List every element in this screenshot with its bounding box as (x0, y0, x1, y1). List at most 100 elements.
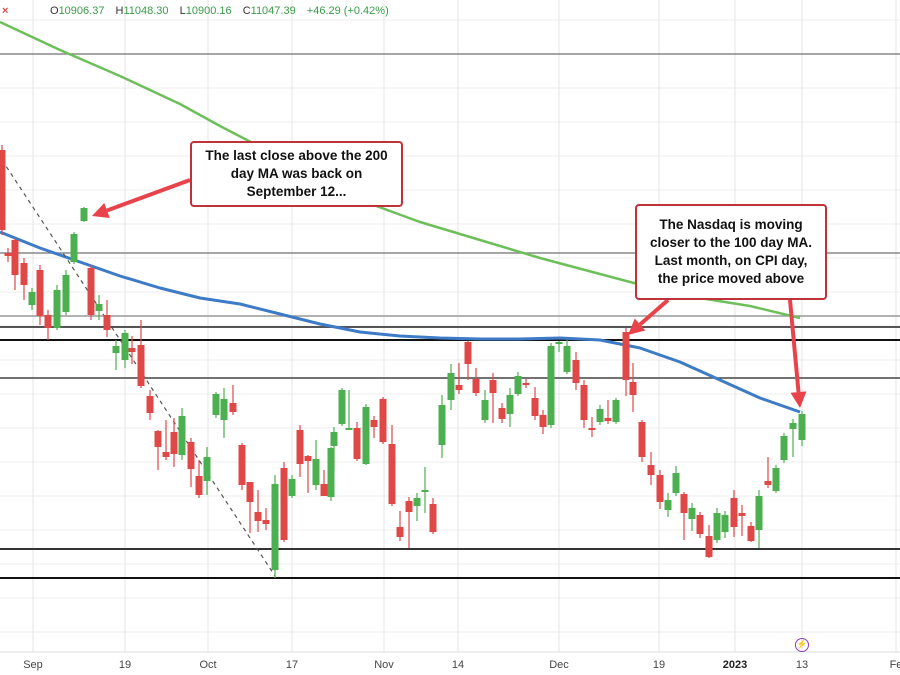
candle (772, 465, 780, 493)
candle (429, 498, 437, 534)
candle (212, 392, 220, 418)
candle-body (555, 342, 563, 344)
candle-body (238, 445, 246, 485)
candle-body (11, 240, 19, 275)
candle (353, 422, 361, 461)
candle (447, 364, 455, 410)
candle-body (705, 536, 713, 557)
annotation-arrows (92, 178, 807, 408)
candle (112, 340, 120, 370)
candle (612, 398, 620, 424)
candle (162, 420, 170, 460)
candle-body (789, 423, 797, 429)
candle-body (70, 234, 78, 262)
candle (531, 387, 539, 420)
close-icon[interactable]: × (2, 5, 9, 17)
candle-body (680, 494, 688, 513)
candle (438, 395, 446, 458)
candle-body (531, 398, 539, 416)
open-value: 10906.37 (58, 5, 105, 17)
candle (11, 238, 19, 290)
callout-100ma-line2: closer to the 100 day MA. (649, 235, 813, 250)
candle-body (481, 400, 489, 420)
arrow-head (92, 202, 110, 218)
candle (146, 390, 154, 420)
candle (498, 403, 506, 423)
candle-body (396, 527, 404, 537)
candle (405, 497, 413, 548)
candle-body (447, 373, 455, 400)
candle (713, 508, 721, 543)
candle-body (588, 428, 596, 430)
candle-body (413, 498, 421, 506)
candle-body (246, 482, 254, 502)
candle-body (280, 468, 288, 540)
close-value: 11047.39 (250, 5, 296, 17)
candle (362, 404, 370, 465)
candle-body (713, 513, 721, 540)
candle-body (747, 526, 755, 541)
candle (696, 512, 704, 538)
candle-body (162, 452, 170, 457)
candle-body (103, 315, 111, 330)
candle (539, 410, 547, 434)
candle-body (755, 496, 763, 530)
arrow-shaft (638, 298, 670, 326)
arrow-head (628, 318, 646, 335)
candle-body (688, 508, 696, 519)
candle (187, 438, 195, 487)
candles (0, 145, 806, 578)
callout-200ma-line3: September 12... (246, 184, 347, 199)
candle (596, 405, 604, 425)
candle-body (212, 394, 220, 415)
candle (789, 419, 797, 457)
candle-body (229, 403, 237, 412)
candle (20, 258, 28, 300)
candle-body (780, 436, 788, 460)
candle-body (296, 430, 304, 464)
candle-body (405, 501, 413, 512)
horizontal-levels (0, 53, 900, 579)
candle (396, 511, 404, 541)
candle (280, 462, 288, 542)
candle (421, 467, 429, 513)
x-tick-label: Dec (549, 659, 569, 671)
arrow-shaft (788, 299, 801, 393)
candle-body (353, 428, 361, 459)
candle-body (604, 418, 612, 421)
candle (95, 295, 103, 320)
candle-body (522, 383, 530, 385)
candle-body (312, 459, 320, 485)
candle-body (53, 290, 61, 328)
candle (472, 368, 480, 396)
ma100-line (0, 230, 801, 414)
candle-body (421, 490, 429, 492)
candle (780, 433, 788, 463)
candle (688, 503, 696, 531)
candle-body (254, 512, 262, 521)
candle (4, 248, 12, 262)
candle (254, 490, 262, 532)
candle (330, 427, 338, 470)
candle (338, 388, 346, 426)
candle-body (154, 431, 162, 447)
candle (62, 270, 70, 315)
candle-body (112, 346, 120, 353)
candle-body (730, 498, 738, 527)
candle (580, 380, 588, 428)
candle-body (798, 414, 806, 440)
candle-body (36, 270, 44, 316)
candle (70, 232, 78, 264)
lightning-icon[interactable]: ⚡ (795, 638, 809, 652)
candle-body (464, 342, 472, 364)
candle (170, 418, 178, 467)
candle-body (288, 479, 296, 496)
candle (296, 425, 304, 477)
x-tick-label: Nov (374, 659, 394, 671)
candle (53, 285, 61, 330)
candle (44, 310, 52, 340)
candle-body (327, 448, 335, 497)
candle-body (370, 420, 378, 427)
candle-body (664, 500, 672, 510)
